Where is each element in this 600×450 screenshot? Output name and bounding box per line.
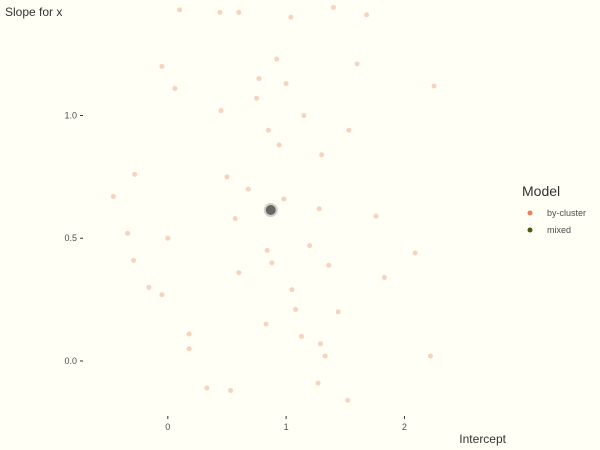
by-cluster-point — [364, 12, 369, 17]
by-cluster-point — [219, 108, 224, 113]
by-cluster-point — [159, 64, 164, 69]
y-tick-label: 0.5 — [64, 233, 77, 243]
x-tick-label: 1 — [284, 422, 289, 432]
by-cluster-point — [187, 346, 192, 351]
by-cluster-point — [277, 142, 282, 147]
legend-key-mixed — [528, 228, 533, 233]
by-cluster-point — [264, 322, 269, 327]
by-cluster-point — [346, 128, 351, 133]
by-cluster-point — [413, 250, 418, 255]
by-cluster-point — [269, 260, 274, 265]
by-cluster-point — [316, 381, 321, 386]
by-cluster-point — [246, 187, 251, 192]
by-cluster-point — [290, 287, 295, 292]
by-cluster-point — [204, 385, 209, 390]
by-cluster-point — [301, 113, 306, 118]
by-cluster-point — [165, 236, 170, 241]
by-cluster-point — [111, 194, 116, 199]
by-cluster-point — [177, 7, 182, 12]
by-cluster-point — [172, 86, 177, 91]
by-cluster-point — [236, 10, 241, 15]
by-cluster-point — [319, 152, 324, 157]
by-cluster-point — [288, 15, 293, 20]
by-cluster-point — [374, 214, 379, 219]
by-cluster-point — [281, 196, 286, 201]
y-tick-label: 0.0 — [64, 356, 77, 366]
by-cluster-point — [428, 354, 433, 359]
y-tick-label: 1.0 — [64, 110, 77, 120]
by-cluster-point — [299, 334, 304, 339]
y-axis-title: Slope for x — [5, 5, 62, 19]
legend-key-by-cluster — [528, 211, 533, 216]
by-cluster-point — [355, 61, 360, 66]
by-cluster-point — [326, 263, 331, 268]
by-cluster-point — [293, 307, 298, 312]
by-cluster-point — [336, 309, 341, 314]
by-cluster-point — [323, 354, 328, 359]
legend-label-by-cluster: by-cluster — [547, 208, 586, 218]
by-cluster-point — [307, 243, 312, 248]
by-cluster-point — [274, 57, 279, 62]
by-cluster-point — [317, 206, 322, 211]
by-cluster-point — [432, 84, 437, 89]
by-cluster-point — [345, 398, 350, 403]
by-cluster-point — [331, 5, 336, 10]
mixed-point — [266, 205, 276, 215]
by-cluster-point — [132, 172, 137, 177]
by-cluster-point — [228, 388, 233, 393]
x-tick-label: 0 — [165, 422, 170, 432]
by-cluster-point — [224, 174, 229, 179]
by-cluster-point — [284, 81, 289, 86]
by-cluster-point — [233, 216, 238, 221]
by-cluster-point — [187, 331, 192, 336]
by-cluster-point — [131, 258, 136, 263]
axes: 0.0 0.5 1.0 0 1 2 — [64, 110, 406, 432]
x-axis-title: Intercept — [459, 432, 506, 446]
by-cluster-point — [217, 10, 222, 15]
legend: Model by-cluster mixed — [522, 183, 586, 235]
by-cluster-point — [159, 292, 164, 297]
by-cluster-point — [256, 76, 261, 81]
by-cluster-point — [266, 128, 271, 133]
x-tick-label: 2 — [402, 422, 407, 432]
by-cluster-point — [318, 341, 323, 346]
by-cluster-point — [125, 231, 130, 236]
data-points — [111, 5, 437, 403]
by-cluster-point — [265, 248, 270, 253]
by-cluster-point — [382, 275, 387, 280]
by-cluster-point — [236, 270, 241, 275]
legend-title: Model — [522, 183, 560, 199]
by-cluster-point — [146, 285, 151, 290]
legend-label-mixed: mixed — [547, 225, 571, 235]
by-cluster-point — [254, 96, 259, 101]
